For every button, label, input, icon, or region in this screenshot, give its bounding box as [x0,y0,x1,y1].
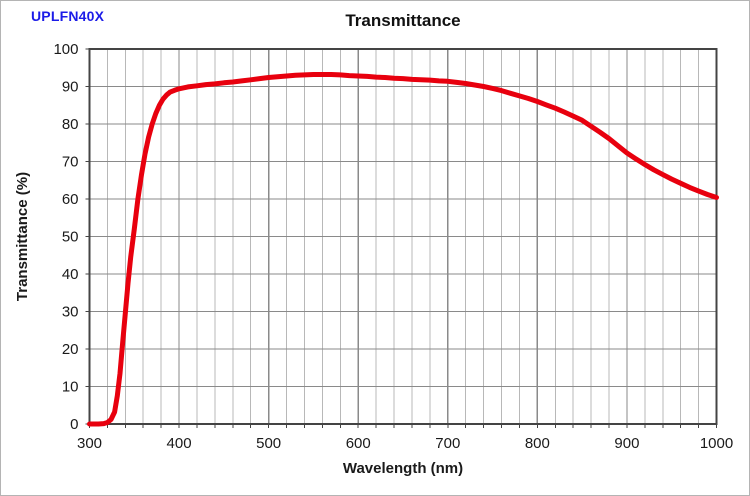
svg-text:90: 90 [62,79,79,96]
grid-major [89,49,717,424]
svg-text:10: 10 [62,379,79,396]
svg-text:0: 0 [70,416,78,433]
y-axis-title: Transmittance (%) [14,172,31,301]
svg-text:60: 60 [62,191,79,208]
x-axis-title: Wavelength (nm) [343,460,463,477]
y-tick-labels: 0 10 20 30 40 50 60 70 80 90 100 [53,41,78,433]
chart-title: Transmittance [345,11,461,30]
svg-text:400: 400 [167,435,192,452]
svg-text:900: 900 [614,435,639,452]
svg-text:700: 700 [435,435,460,452]
svg-text:600: 600 [346,435,371,452]
axis-ticks [85,48,717,428]
product-label: UPLFN40X [31,8,105,24]
svg-text:40: 40 [62,266,79,283]
svg-text:300: 300 [77,435,102,452]
svg-text:50: 50 [62,229,79,246]
svg-text:20: 20 [62,341,79,358]
svg-text:800: 800 [525,435,550,452]
plot-frame [88,48,718,425]
svg-text:500: 500 [256,435,281,452]
svg-text:100: 100 [53,41,78,58]
svg-text:80: 80 [62,116,79,133]
transmittance-curve [87,72,719,427]
svg-text:1000: 1000 [700,435,733,452]
x-tick-labels: 300 400 500 600 700 800 900 1000 [77,435,733,452]
svg-text:30: 30 [62,304,79,321]
svg-text:70: 70 [62,154,79,171]
